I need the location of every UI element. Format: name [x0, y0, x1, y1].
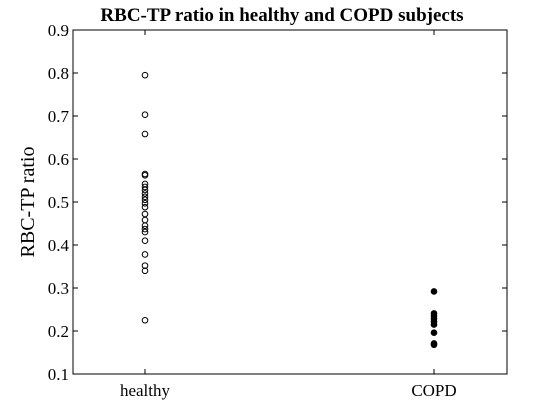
data-point-healthy	[141, 196, 149, 204]
x-axis: healthy COPD	[120, 30, 457, 400]
data-point-healthy	[141, 172, 149, 179]
data-point-healthy	[141, 186, 149, 194]
data-point-copd	[430, 341, 438, 349]
data-point-healthy	[141, 183, 149, 191]
y-tick-label: 0.5	[48, 193, 69, 212]
data-point-copd	[430, 329, 438, 337]
y-tick-label: 0.2	[48, 322, 69, 341]
data-point-healthy	[141, 130, 149, 138]
x-tick-label-healthy: healthy	[120, 381, 171, 400]
y-axis-label: RBC-TP ratio	[17, 147, 39, 258]
data-point-healthy	[141, 237, 149, 244]
data-point-healthy	[141, 316, 149, 324]
y-tick-label: 0.1	[48, 365, 69, 384]
data-point-healthy	[141, 228, 149, 236]
data-point-copd	[430, 288, 438, 295]
data-point-healthy	[141, 267, 149, 275]
data-point-healthy	[141, 111, 149, 119]
data-point-copd	[430, 321, 438, 328]
x-tick-label-copd: COPD	[411, 381, 456, 400]
y-tick-label: 0.9	[48, 21, 69, 40]
data-point-healthy	[141, 222, 149, 229]
y-axis: 0.1 0.2 0.3 0.4 0.5 0.6 0.7 0.8 0.9	[48, 21, 507, 384]
y-tick-label: 0.8	[48, 64, 69, 83]
y-tick-label: 0.4	[48, 236, 70, 255]
y-tick-label: 0.3	[48, 279, 69, 298]
plot-area	[72, 29, 508, 375]
data-point-healthy	[141, 203, 149, 211]
data-point-healthy	[141, 199, 149, 207]
y-tick-label: 0.7	[48, 107, 70, 126]
data-point-healthy	[141, 216, 149, 224]
chart-title: RBC-TP ratio in healthy and COPD subject…	[100, 5, 463, 26]
data-point-healthy	[141, 190, 149, 197]
data-point-healthy	[141, 251, 149, 258]
data-point-healthy	[141, 225, 149, 233]
data-point-healthy	[141, 71, 149, 79]
data-point-healthy	[141, 193, 149, 201]
data-points	[141, 71, 438, 349]
data-point-healthy	[141, 210, 149, 218]
y-tick-label: 0.6	[48, 150, 69, 169]
